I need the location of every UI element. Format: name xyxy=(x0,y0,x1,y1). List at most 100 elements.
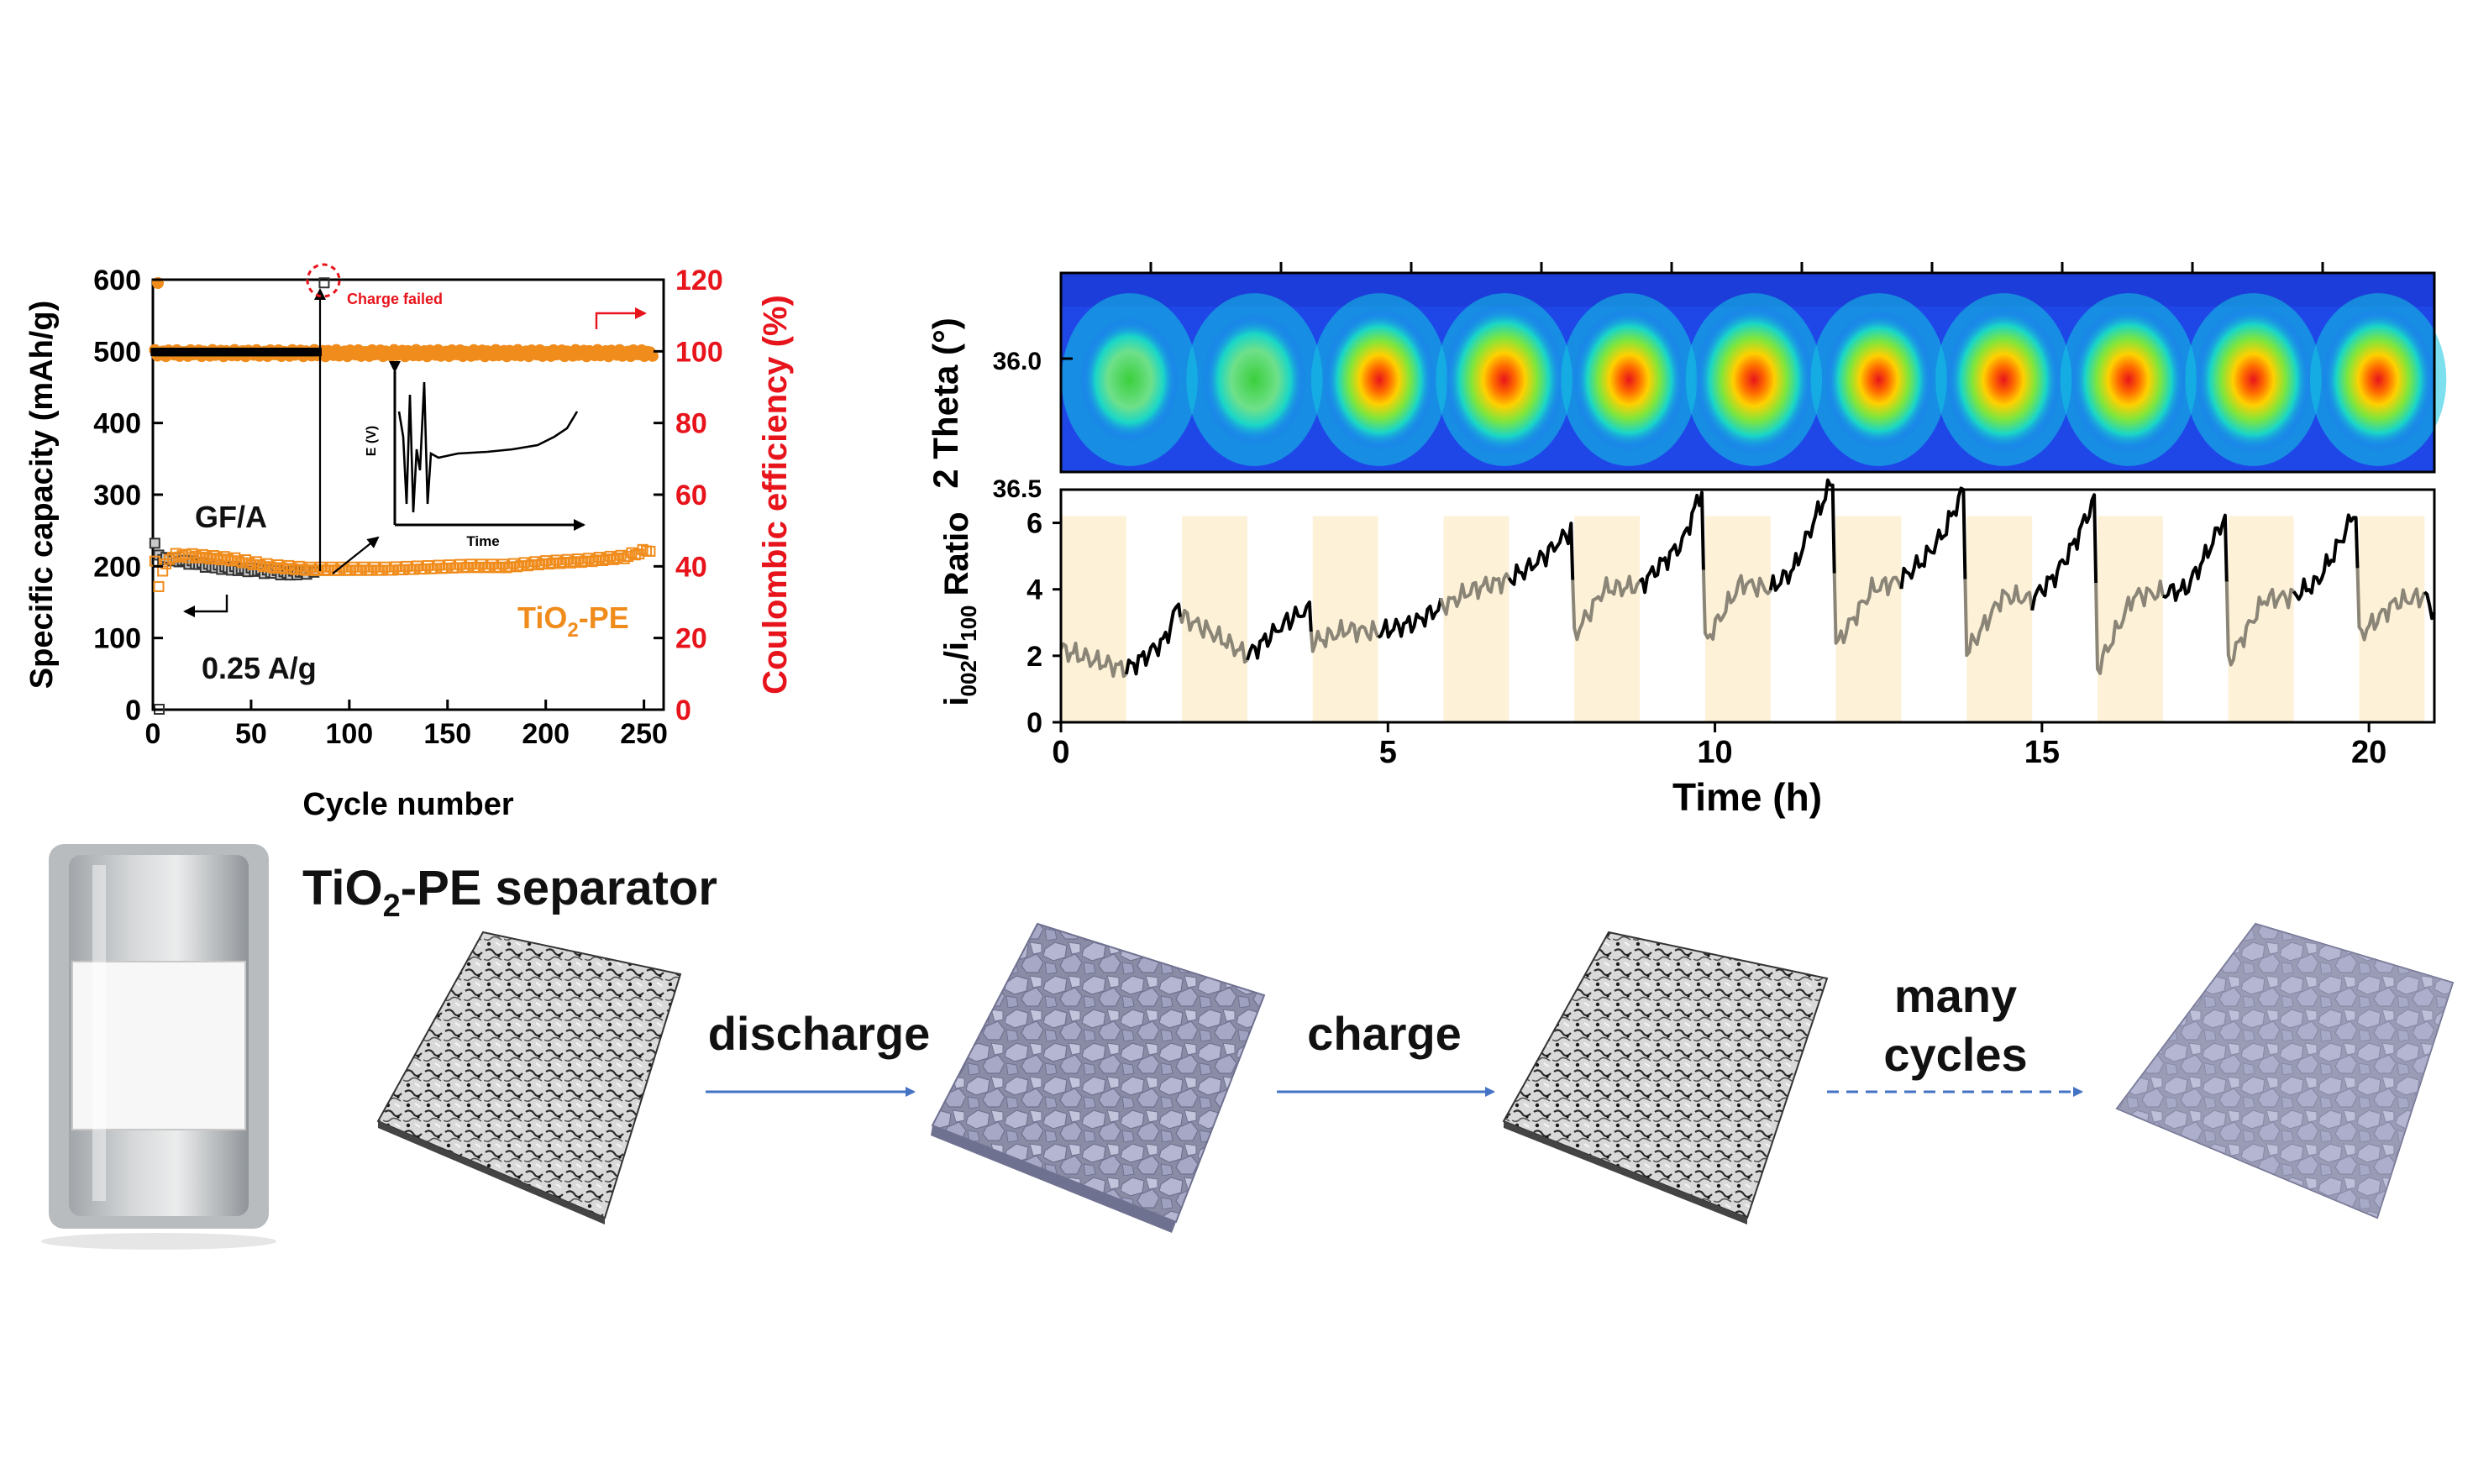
right-tick-label: 0 xyxy=(675,695,691,726)
y-tick-label: 200 xyxy=(93,551,141,583)
tio2-capacity-point xyxy=(326,561,338,573)
tio2-capacity-point xyxy=(333,564,344,576)
shaded-interval xyxy=(1443,516,1510,722)
separator-discharged-1-shadow xyxy=(931,1125,1176,1233)
gf-capacity-point xyxy=(149,537,160,549)
tio2-capacity-point xyxy=(369,561,381,573)
tio2-capacity-point xyxy=(475,558,487,570)
illustration-title: TiO2-PE separator xyxy=(302,861,717,924)
tio2-capacity-point xyxy=(518,557,530,569)
ratio-line-discharge xyxy=(1059,642,1128,679)
tio2-capacity-point xyxy=(212,553,223,564)
heatmap-blob xyxy=(2322,308,2435,451)
heatmap-blob xyxy=(2071,306,2187,454)
x-tick-label: 50 xyxy=(235,718,267,750)
heatmap-blob xyxy=(1080,317,1179,442)
tio2-capacity-point xyxy=(244,557,255,569)
gf-ce-point xyxy=(312,348,322,357)
ratio-x-axis-label: Time (h) xyxy=(1672,775,1822,819)
illustration-title-tail: -PE separator xyxy=(401,861,717,915)
tio2-capacity-point xyxy=(190,550,202,562)
tio2-capacity-point xyxy=(440,562,452,574)
tio2-capacity-point xyxy=(265,561,276,573)
tio2-capacity-point xyxy=(358,561,370,573)
tio2-capacity-point xyxy=(412,560,423,572)
tio2-capacity-point xyxy=(222,553,234,565)
ratio-line-charge xyxy=(1638,490,1705,595)
tio2-capacity-point xyxy=(593,552,605,564)
shaded-interval xyxy=(1061,516,1126,722)
tio2-capacity-point xyxy=(301,564,312,576)
shaded-interval xyxy=(1312,516,1378,722)
heatmap-blob xyxy=(1573,308,1686,451)
shaded-interval xyxy=(2359,516,2425,722)
x-tick-label: 100 xyxy=(325,718,373,750)
ratio-line-charge xyxy=(1377,597,1443,639)
shaded-interval xyxy=(1182,516,1247,722)
right-tick-label: 20 xyxy=(675,623,707,655)
tio2-capacity-point xyxy=(583,553,595,564)
rate-label: 0.25 A/g xyxy=(202,651,317,685)
right-axis-arrow xyxy=(595,307,647,329)
ratio-line-charge xyxy=(1124,602,1183,676)
shaded-intervals xyxy=(1061,516,2425,722)
right-axis-label: Coulombic efficiency (%) xyxy=(757,295,794,695)
tio2-capacity-point xyxy=(550,554,562,566)
tio2-capacity-point xyxy=(526,558,538,570)
ratio-y-label-sub1: 002 xyxy=(956,660,981,696)
shaded-interval xyxy=(2098,516,2163,722)
right-tick-label: 100 xyxy=(675,336,723,368)
tio2-capacity-point xyxy=(336,561,348,573)
charge-failed-label: Charge failed xyxy=(347,291,443,307)
heatmap-y-tick-label-36-0: 36.0 xyxy=(993,348,1042,375)
tio2-capacity-point xyxy=(433,559,444,571)
tio2-capacity-point xyxy=(486,558,498,570)
tio2-capacity-point xyxy=(558,557,570,569)
tio2-label-main: TiO xyxy=(517,600,567,635)
left-axis-arrow xyxy=(183,595,228,617)
y-tick-label: 100 xyxy=(93,623,141,655)
x-axis-label: Cycle number xyxy=(302,787,514,822)
ratio-x-tick-label: 10 xyxy=(1697,735,1732,770)
ratio-series-group xyxy=(1059,478,2436,679)
ratio-y-label-main: i xyxy=(938,697,975,706)
right-axis-ticks: 0 20 40 60 80 100 120 xyxy=(654,265,723,726)
ratio-y-tick-label: 0 xyxy=(1026,707,1042,739)
tio2-capacity-point xyxy=(304,561,316,573)
tio2-capacity-point xyxy=(572,553,584,565)
inset-voltage-trace xyxy=(397,381,579,513)
tio2-capacity-point xyxy=(618,553,630,564)
y-axis-ticks: 0 100 200 300 400 500 600 xyxy=(93,265,163,726)
tio2-capacity-point xyxy=(450,562,462,574)
tio2-capacity-point xyxy=(236,557,248,569)
tio2-capacity-point xyxy=(569,556,580,568)
heatmap-y-axis-label: 2 Theta (°) xyxy=(926,317,965,488)
tio2-capacity-point xyxy=(497,558,509,570)
right-tick-label: 80 xyxy=(675,408,707,440)
ratio-x-axis-ticks: 0 5 10 15 20 xyxy=(1052,722,2386,770)
x-tick-label: 250 xyxy=(620,718,668,750)
ratio-line-discharge xyxy=(1179,608,1249,664)
tio2-capacity-point xyxy=(153,580,165,592)
ratio-line-discharge xyxy=(1963,579,2035,658)
ratio-y-label-sub2: 100 xyxy=(956,605,981,641)
tio2-capacity-point xyxy=(483,561,495,573)
cell-photo xyxy=(41,844,276,1250)
capacity-series-group xyxy=(149,277,659,715)
tio2-capacity-point xyxy=(590,554,601,566)
tio2-capacity-point xyxy=(515,560,527,572)
y-tick-label: 600 xyxy=(93,265,141,296)
illustration-title-sub: 2 xyxy=(383,889,401,924)
tio2-capacity-point xyxy=(255,559,266,571)
ratio-line-discharge xyxy=(1571,574,1641,642)
y-axis-label: Specific capacity (mAh/g) xyxy=(24,301,60,689)
x-tick-label: 0 xyxy=(145,718,161,750)
ratio-line-discharge xyxy=(2094,579,2165,675)
separator-pristine-1-edge xyxy=(378,1121,605,1224)
tio2-capacity-point xyxy=(344,564,355,576)
ratio-x-tick-label: 15 xyxy=(2024,735,2060,770)
ratio-y-tick-label: 2 xyxy=(1026,641,1042,673)
tio2-capacity-point xyxy=(180,548,192,560)
ratio-line-discharge xyxy=(1439,572,1511,616)
inset-pointer xyxy=(332,536,380,574)
